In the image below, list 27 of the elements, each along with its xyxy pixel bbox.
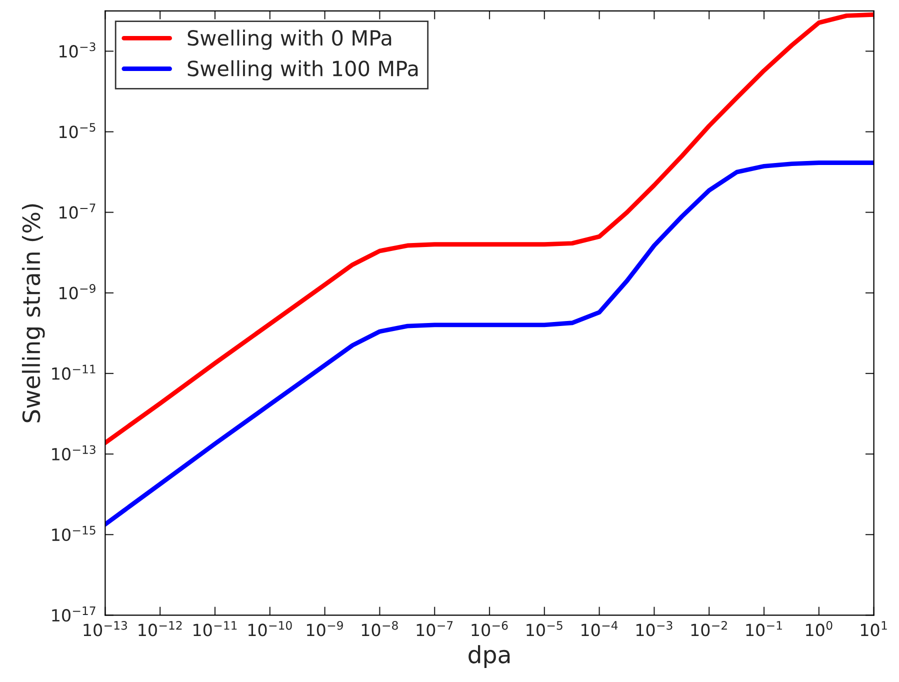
- x-tick-label: 10$^{1}$: [860, 621, 887, 636]
- y-tick-label: 10$^{−13}$: [52, 445, 96, 460]
- y-tick-label: 10$^{−15}$: [52, 526, 96, 542]
- x-tick-label: 10$^{−2}$: [691, 620, 727, 636]
- y-tick-label: 10$^{−3}$: [60, 42, 96, 58]
- y-tick-label: 10$^{−11}$: [52, 364, 96, 380]
- y-tick-label: 10$^{−7}$: [60, 204, 96, 219]
- x-tick-label: 10$^{−5}$: [526, 621, 562, 636]
- x-tick-label: 10$^{−8}$: [362, 620, 398, 636]
- x-tick-label: 10$^{−10}$: [248, 620, 292, 636]
- x-tick-label: 10$^{−1}$: [746, 621, 782, 636]
- x-tick-label: 10$^{0}$: [806, 620, 832, 636]
- x-tick-label: 10$^{−11}$: [194, 621, 237, 636]
- x-tick-label: 10$^{−7}$: [416, 621, 453, 636]
- x-axis-title: dpa: [468, 645, 510, 668]
- y-axis-title: Swelling strain (%): [22, 204, 45, 422]
- y-tick-label: 10$^{−5}$: [60, 123, 96, 138]
- x-tick-label: 10$^{−6}$: [472, 620, 508, 636]
- x-tick-label: 10$^{−12}$: [138, 620, 182, 636]
- legend-label: Swelling with 0 MPa: [188, 30, 392, 50]
- legend-label: Swelling with 100 MPa: [188, 60, 418, 80]
- x-tick-label: 10$^{−13}$: [84, 620, 127, 636]
- x-tick-label: 10$^{−9}$: [307, 620, 343, 636]
- y-tick-label: 10$^{−17}$: [52, 606, 96, 622]
- y-tick-label: 10$^{−9}$: [60, 284, 96, 300]
- x-tick-label: 10$^{−3}$: [636, 620, 672, 636]
- x-tick-label: 10$^{−4}$: [582, 621, 618, 636]
